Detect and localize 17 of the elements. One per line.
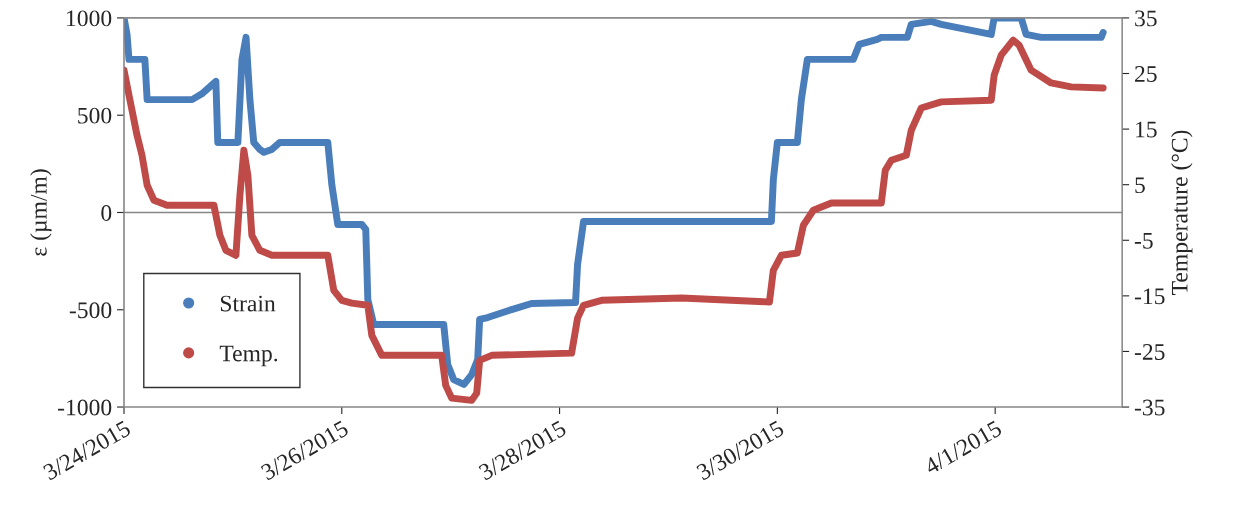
- y2-tick-label: -15: [1134, 288, 1165, 305]
- y2-tick-label: -35: [1134, 399, 1165, 416]
- y2-tick-label: 15: [1136, 121, 1157, 138]
- y-tick-label: -1000: [57, 399, 112, 416]
- y2-axis-title: Temperature (°C): [1171, 130, 1193, 295]
- y-tick-label: 1000: [67, 10, 112, 27]
- y-tick-label: 0: [101, 204, 112, 221]
- y-tick-label: -500: [69, 302, 112, 319]
- legend-label: Strain: [220, 295, 276, 312]
- y2-tick-label: 5: [1135, 177, 1145, 194]
- legend-label: Temp.: [219, 345, 278, 367]
- y2-tick-label: -5: [1134, 233, 1153, 249]
- y2-tick-label: 35: [1135, 10, 1157, 27]
- y2-tick-label: -25: [1134, 344, 1165, 360]
- y-tick-label: 500: [78, 107, 112, 124]
- y-axis-title: ε (µm/m): [30, 169, 52, 256]
- y2-tick-label: 25: [1135, 66, 1157, 82]
